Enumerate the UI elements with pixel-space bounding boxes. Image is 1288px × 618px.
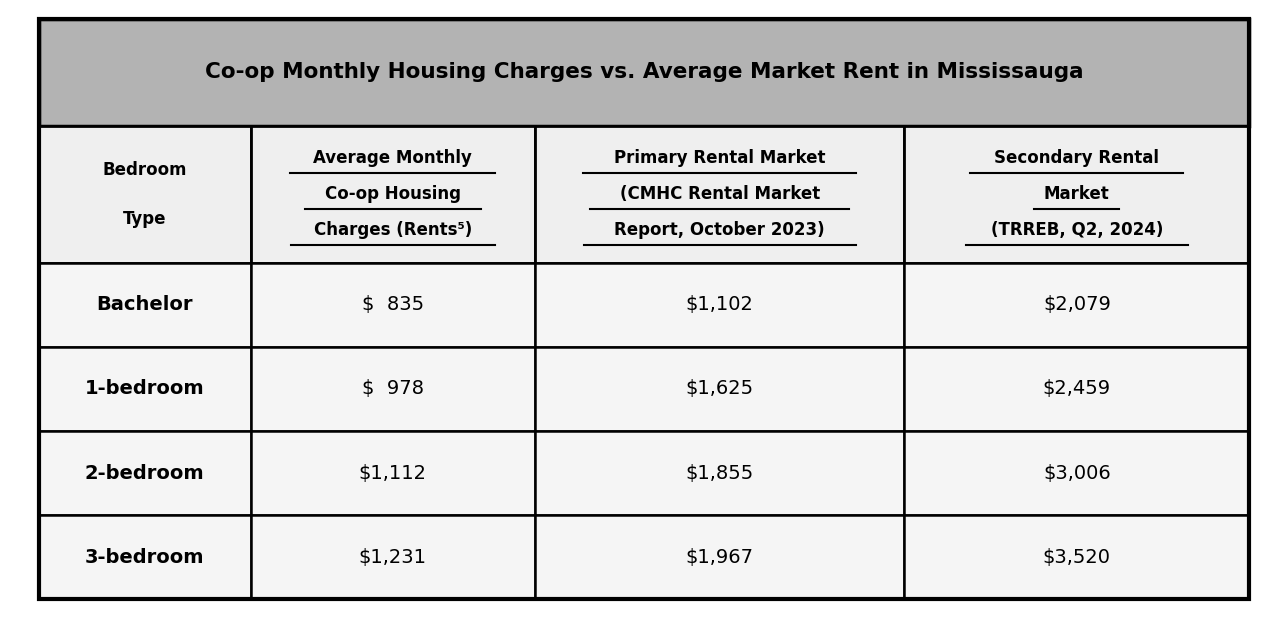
- Bar: [535, 263, 904, 347]
- Bar: [904, 515, 1249, 599]
- Bar: [904, 126, 1249, 263]
- Text: $1,967: $1,967: [685, 548, 753, 567]
- Text: Bedroom: Bedroom: [102, 161, 187, 179]
- Bar: [39, 263, 250, 347]
- Bar: [250, 126, 535, 263]
- Text: $  978: $ 978: [362, 379, 424, 399]
- Bar: [904, 263, 1249, 347]
- Text: Co-op Monthly Housing Charges vs. Average Market Rent in Mississauga: Co-op Monthly Housing Charges vs. Averag…: [205, 62, 1083, 82]
- Text: Co-op Housing: Co-op Housing: [325, 185, 461, 203]
- Bar: [535, 126, 904, 263]
- Text: Charges (Rents⁵): Charges (Rents⁵): [314, 221, 471, 239]
- Text: (CMHC Rental Market: (CMHC Rental Market: [620, 185, 819, 203]
- Bar: [250, 515, 535, 599]
- Text: (TRREB, Q2, 2024): (TRREB, Q2, 2024): [990, 221, 1163, 239]
- Text: $1,112: $1,112: [359, 464, 426, 483]
- Text: $2,079: $2,079: [1043, 295, 1110, 314]
- Bar: [535, 431, 904, 515]
- Bar: [250, 431, 535, 515]
- Text: $1,855: $1,855: [685, 464, 753, 483]
- Text: $1,231: $1,231: [359, 548, 426, 567]
- Bar: [39, 347, 250, 431]
- Text: Secondary Rental: Secondary Rental: [994, 150, 1159, 167]
- Text: Report, October 2023): Report, October 2023): [614, 221, 826, 239]
- Text: 1-bedroom: 1-bedroom: [85, 379, 205, 399]
- Bar: [535, 515, 904, 599]
- Text: Average Monthly: Average Monthly: [313, 150, 473, 167]
- Text: $  835: $ 835: [362, 295, 424, 314]
- Text: $2,459: $2,459: [1043, 379, 1110, 399]
- Text: Primary Rental Market: Primary Rental Market: [614, 150, 826, 167]
- Bar: [904, 431, 1249, 515]
- Text: $3,006: $3,006: [1043, 464, 1110, 483]
- Text: 3-bedroom: 3-bedroom: [85, 548, 205, 567]
- Bar: [250, 347, 535, 431]
- Text: Market: Market: [1045, 185, 1110, 203]
- Text: Type: Type: [122, 210, 166, 227]
- Text: Bachelor: Bachelor: [97, 295, 193, 314]
- Bar: [39, 126, 250, 263]
- Text: $1,625: $1,625: [685, 379, 753, 399]
- Bar: [39, 19, 1249, 126]
- Bar: [250, 263, 535, 347]
- Bar: [39, 431, 250, 515]
- Bar: [904, 347, 1249, 431]
- Text: $1,102: $1,102: [685, 295, 753, 314]
- Bar: [39, 515, 250, 599]
- Bar: [535, 347, 904, 431]
- Text: $3,520: $3,520: [1043, 548, 1110, 567]
- Text: 2-bedroom: 2-bedroom: [85, 464, 205, 483]
